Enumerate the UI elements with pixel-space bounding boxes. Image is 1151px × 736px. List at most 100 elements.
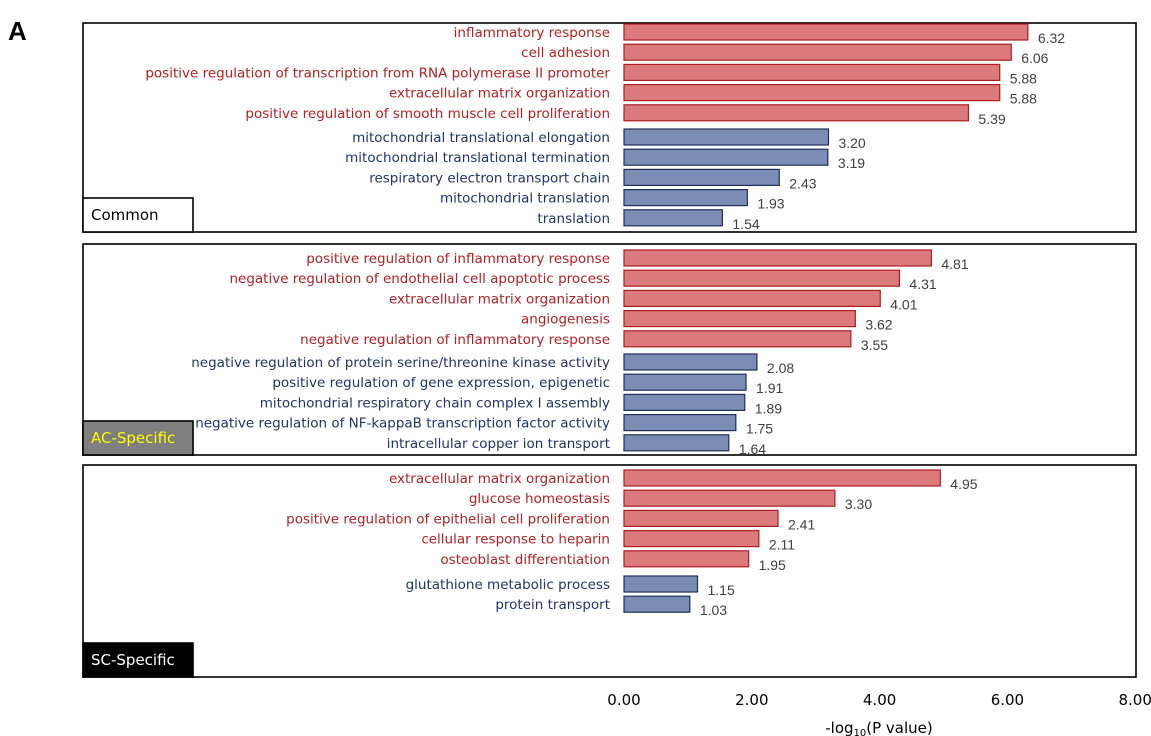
value-label: 3.20: [838, 135, 865, 151]
value-label: 4.01: [890, 296, 917, 312]
value-label: 2.43: [789, 175, 816, 191]
panel-frame: [82, 243, 1137, 456]
term-label: angiogenesis: [521, 312, 610, 328]
bar: [623, 189, 748, 207]
bar: [623, 63, 1001, 82]
term-label: mitochondrial translation: [440, 191, 610, 207]
term-label: protein transport: [495, 597, 610, 613]
value-label: 1.03: [700, 602, 727, 618]
term-label: translation: [537, 211, 610, 227]
term-label: glucose homeostasis: [469, 491, 610, 507]
value-label: 2.11: [769, 537, 795, 553]
term-label: mitochondrial translational termination: [345, 150, 610, 166]
term-label: positive regulation of smooth muscle cel…: [245, 106, 610, 122]
value-label: 4.31: [909, 276, 936, 292]
bar: [623, 509, 779, 527]
term-label: negative regulation of inflammatory resp…: [300, 332, 610, 348]
x-tick-label: 4.00: [863, 691, 896, 709]
value-label: 2.41: [788, 516, 815, 532]
value-label: 1.93: [757, 196, 784, 212]
bar: [623, 83, 1001, 102]
term-label: inflammatory response: [454, 25, 610, 41]
chart-panels: inflammatory response 6.32 cell adhesion 6.…: [82, 22, 1137, 678]
term-label: negative regulation of NF-kappaB transcr…: [195, 416, 610, 432]
bar: [623, 168, 780, 186]
term-label: extracellular matrix organization: [389, 86, 610, 102]
value-label: 6.32: [1038, 30, 1065, 46]
value-label: 1.54: [732, 216, 759, 232]
bar: [623, 595, 691, 613]
panel-sc-specific: extracellular matrix organization 4.95 glu…: [82, 464, 1137, 678]
bar: [623, 43, 1012, 61]
bar: [623, 209, 724, 227]
panel-tag-label: AC-Specific: [91, 429, 175, 447]
term-label: negative regulation of endothelial cell …: [229, 271, 610, 287]
term-label: intracellular copper ion transport: [387, 436, 610, 452]
term-label: negative regulation of protein serine/th…: [191, 355, 610, 371]
panel-frame: [82, 464, 1137, 678]
bar: [623, 393, 746, 411]
bar: [623, 310, 856, 328]
bar: [623, 373, 747, 391]
value-label: 5.88: [1010, 91, 1037, 107]
bar: [623, 269, 901, 287]
bar: [623, 414, 737, 432]
term-label: osteoblast differentiation: [440, 552, 610, 568]
value-label: 4.81: [941, 256, 968, 272]
bar: [623, 249, 932, 267]
value-label: 1.91: [756, 380, 783, 396]
value-label: 3.30: [845, 496, 872, 512]
term-label: positive regulation of gene expression, …: [272, 375, 610, 391]
term-label: mitochondrial respiratory chain complex …: [260, 395, 610, 411]
panel-tag: [82, 420, 194, 456]
value-label: 1.75: [746, 421, 773, 437]
bar: [623, 469, 941, 487]
value-label: 6.06: [1021, 50, 1048, 66]
term-label: glutathione metabolic process: [406, 577, 610, 593]
panel-tag: [82, 197, 194, 233]
term-label: respiratory electron transport chain: [369, 170, 610, 186]
term-label: extracellular matrix organization: [389, 471, 610, 487]
bar: [623, 289, 881, 307]
value-label: 3.55: [861, 337, 888, 353]
panel-tag-label: Common: [91, 206, 159, 224]
value-label: 4.95: [950, 476, 977, 492]
value-label: 5.88: [1010, 70, 1037, 86]
term-label: cellular response to heparin: [421, 532, 610, 548]
x-axis-label: -log10(P value): [825, 719, 933, 736]
x-axis: 0.00 2.00 4.00 6.00 8.00 -log10(P value): [607, 691, 1151, 736]
bar: [623, 550, 750, 568]
bar: [623, 104, 970, 122]
panel-tag: [82, 642, 194, 678]
term-label: mitochondrial translational elongation: [352, 130, 610, 146]
bar: [623, 489, 836, 507]
term-label: positive regulation of inflammatory resp…: [306, 251, 610, 267]
figure-panel-letter: A: [8, 16, 27, 46]
bar: [623, 128, 830, 146]
panel-ac-specific: positive regulation of inflammatory resp…: [82, 243, 1137, 457]
value-label: 1.95: [759, 557, 786, 573]
bar: [623, 148, 829, 166]
value-label: 3.19: [838, 155, 865, 171]
bar: [623, 23, 1029, 41]
x-tick-label: 8.00: [1118, 691, 1151, 709]
panel-frame: [82, 22, 1137, 233]
value-label: 2.08: [767, 360, 794, 376]
panel-tag-label: SC-Specific: [91, 651, 175, 669]
value-label: 1.64: [739, 441, 766, 457]
x-tick-label: 0.00: [607, 691, 640, 709]
x-tick-label: 2.00: [735, 691, 768, 709]
term-label: extracellular matrix organization: [389, 291, 610, 307]
bar: [623, 353, 758, 371]
value-label: 5.39: [978, 111, 1005, 127]
bar: [623, 529, 760, 548]
bar: [623, 434, 730, 452]
value-label: 1.15: [707, 582, 734, 598]
panel-common: inflammatory response 6.32 cell adhesion 6.…: [82, 22, 1137, 233]
term-label: positive regulation of epithelial cell p…: [286, 511, 610, 527]
term-label: cell adhesion: [521, 45, 610, 61]
bar: [623, 575, 699, 593]
term-label: positive regulation of transcription fro…: [145, 65, 610, 81]
value-label: 3.62: [865, 317, 892, 333]
